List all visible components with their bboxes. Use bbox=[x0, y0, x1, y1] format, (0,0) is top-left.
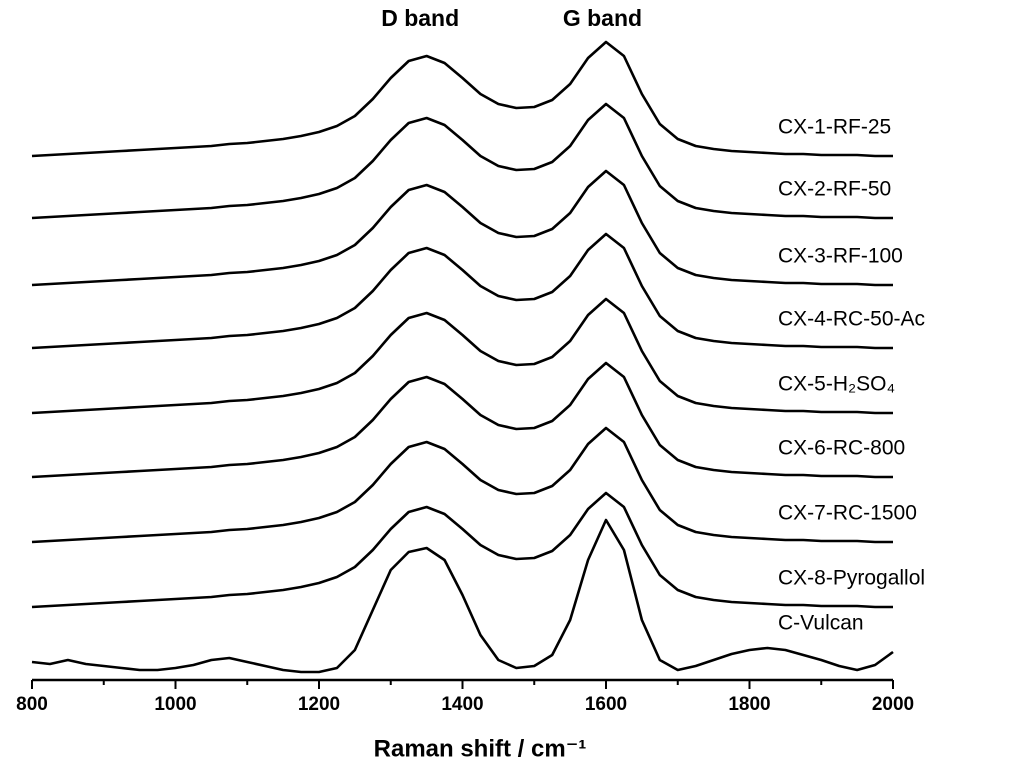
series-label: CX-8-Pyrogallol bbox=[778, 567, 925, 590]
spectrum-line bbox=[31, 518, 894, 674]
series-label: CX-5-H₂SO₄ bbox=[778, 373, 895, 396]
annotation: D band bbox=[381, 5, 459, 31]
series-label: CX-2-RF-50 bbox=[778, 178, 891, 201]
spectrum-line bbox=[31, 102, 893, 220]
spectrum-line bbox=[31, 40, 893, 158]
x-tick-label: 1000 bbox=[154, 694, 196, 715]
series-label: C-Vulcan bbox=[778, 612, 864, 635]
spectrum-line bbox=[31, 169, 893, 287]
x-tick-label: 2000 bbox=[872, 694, 914, 715]
x-tick-label: 1800 bbox=[728, 694, 770, 715]
series-label: CX-3-RF-100 bbox=[778, 245, 903, 268]
spectrum-line bbox=[31, 361, 893, 479]
series-label: CX-4-RC-50-Ac bbox=[778, 308, 925, 331]
series-label: CX-6-RC-800 bbox=[778, 437, 905, 460]
annotation: G band bbox=[563, 5, 642, 31]
spectrum-line bbox=[31, 232, 893, 350]
x-axis-title: Raman shift / cm⁻¹ bbox=[374, 735, 587, 762]
x-tick-label: 1200 bbox=[298, 694, 340, 715]
series-label: CX-7-RC-1500 bbox=[778, 502, 917, 525]
spectrum-line bbox=[31, 426, 893, 544]
x-tick-label: 1600 bbox=[585, 694, 627, 715]
spectrum-line bbox=[31, 491, 893, 609]
series-label: CX-1-RF-25 bbox=[778, 116, 891, 139]
x-tick-label: 1400 bbox=[441, 694, 483, 715]
x-tick-label: 800 bbox=[16, 694, 48, 715]
spectrum-line bbox=[31, 297, 893, 415]
